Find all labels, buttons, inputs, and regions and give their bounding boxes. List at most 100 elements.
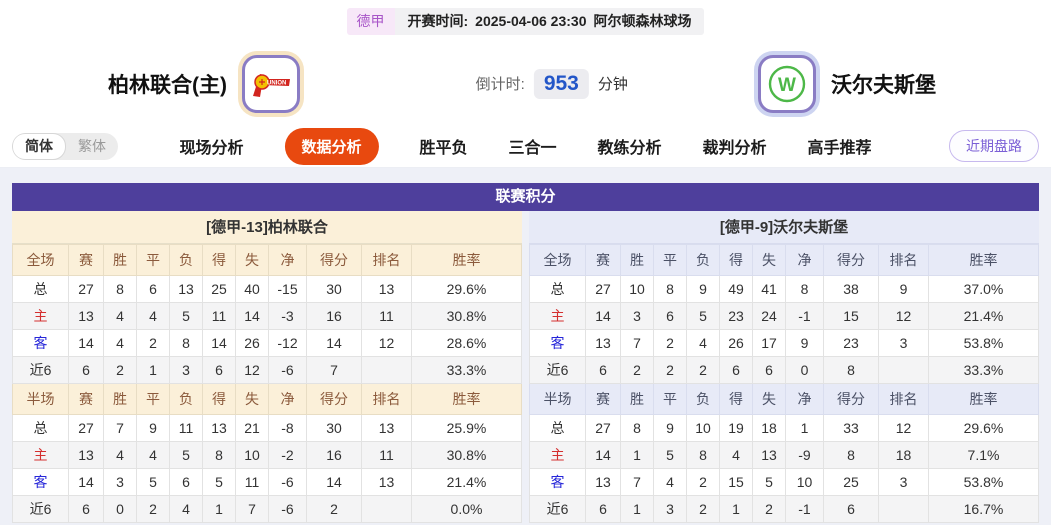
row-label: 总: [12, 275, 69, 303]
stat-cell: 1: [785, 414, 824, 442]
stat-cell: 2: [653, 329, 687, 357]
wolfsburg-logo-icon: W: [758, 54, 816, 113]
stat-cell: -6: [268, 495, 307, 523]
stat-cell: 5: [202, 468, 236, 496]
stat-cell: 0: [103, 495, 137, 523]
stat-cell: 6: [68, 495, 104, 523]
match-info-strip: 德甲 开赛时间: 2025-04-06 23:30 阿尔顿森林球场: [346, 7, 705, 35]
svg-text:UNION: UNION: [267, 80, 286, 86]
stats-row: 客 14 3 5 6 5 11 -6 14 13 21.4%: [12, 468, 522, 496]
stat-cell: -9: [785, 441, 824, 469]
stat-cell: 2: [686, 468, 720, 496]
stat-cell: 1: [620, 495, 654, 523]
stat-cell: 8: [169, 329, 203, 357]
stat-cell: 21.4%: [411, 468, 522, 496]
column-header: 赛: [585, 244, 621, 276]
row-label: 主: [529, 441, 586, 469]
column-header: 胜: [103, 244, 137, 276]
stat-cell: 27: [68, 414, 104, 442]
lang-simplified-option[interactable]: 简体: [12, 132, 66, 160]
column-header: 净: [785, 244, 824, 276]
column-header: 平: [653, 383, 687, 415]
stat-cell: 4: [719, 441, 753, 469]
countdown-value: 953: [533, 68, 589, 99]
stat-cell: 30.8%: [411, 302, 522, 330]
stat-cell: 30: [306, 275, 362, 303]
stat-cell: 14: [202, 329, 236, 357]
stats-row: 近6 6 2 2 2 6 6 0 8 33.3%: [529, 356, 1039, 384]
stat-cell: 14: [68, 329, 104, 357]
column-header: 赛: [68, 383, 104, 415]
lang-traditional-option[interactable]: 繁体: [78, 138, 106, 154]
stat-cell: 0.0%: [411, 495, 522, 523]
column-header: 排名: [361, 383, 412, 415]
stat-cell: 8: [686, 441, 720, 469]
stat-cell: 6: [719, 356, 753, 384]
column-header: 负: [686, 383, 720, 415]
stats-row: 总 27 8 9 10 19 18 1 33 12 29.6%: [529, 414, 1039, 442]
nav-tab[interactable]: 现场分析: [179, 134, 243, 158]
nav-tab[interactable]: 裁判分析: [703, 134, 767, 158]
stat-cell: 6: [585, 495, 621, 523]
stat-cell: 21: [235, 414, 269, 442]
stat-cell: 8: [620, 414, 654, 442]
row-label: 总: [529, 275, 586, 303]
column-header: 得: [202, 383, 236, 415]
stat-cell: -3: [268, 302, 307, 330]
column-header: 胜: [620, 383, 654, 415]
stats-row: 近6 6 2 1 3 6 12 -6 7 33.3%: [12, 356, 522, 384]
column-header: 排名: [878, 383, 929, 415]
stat-cell: 3: [103, 468, 137, 496]
league-badge[interactable]: 德甲: [346, 7, 395, 35]
stat-cell: -6: [268, 356, 307, 384]
stat-cell: 29.6%: [411, 275, 522, 303]
nav-tab[interactable]: 胜平负: [419, 134, 467, 158]
stat-cell: 4: [136, 302, 170, 330]
stat-cell: [878, 495, 929, 523]
stat-cell: 2: [620, 356, 654, 384]
stat-cell: 2: [752, 495, 786, 523]
row-label: 主: [12, 302, 69, 330]
home-panel-header: [德甲-13]柏林联合: [12, 211, 522, 244]
stat-cell: 13: [202, 414, 236, 442]
column-header: 平: [653, 244, 687, 276]
stat-cell: 12: [878, 302, 929, 330]
stat-cell: 2: [136, 329, 170, 357]
stat-cell: 2: [686, 495, 720, 523]
stat-cell: 10: [620, 275, 654, 303]
away-standings-panel: [德甲-9]沃尔夫斯堡 全场赛胜平负得失净得分 排名 胜率总 27 10 8 9 49 41 8 3…: [529, 211, 1039, 523]
stat-cell: 5: [653, 441, 687, 469]
stat-cell: 6: [752, 356, 786, 384]
stat-cell: 23: [719, 302, 753, 330]
recent-trends-button[interactable]: 近期盘路: [949, 130, 1039, 162]
column-header: 半场: [529, 383, 586, 415]
stat-cell: 14: [585, 302, 621, 330]
stat-cell: 5: [752, 468, 786, 496]
stat-cell: 2: [653, 356, 687, 384]
stat-cell: 9: [686, 275, 720, 303]
stat-cell: 30.8%: [411, 441, 522, 469]
nav-tab[interactable]: 三合一: [508, 134, 556, 158]
stat-cell: -2: [268, 441, 307, 469]
row-label: 总: [12, 414, 69, 442]
stat-cell: 7.1%: [928, 441, 1039, 469]
stat-cell: 5: [169, 441, 203, 469]
stat-cell: 1: [202, 495, 236, 523]
stat-cell: 3: [620, 302, 654, 330]
nav-tab[interactable]: 数据分析: [284, 127, 379, 165]
standings-tables: [德甲-13]柏林联合 全场赛胜平负得失净得分 排名 胜率总 27 8 6 13 25 40 -1…: [12, 211, 1039, 523]
stat-cell: 7: [620, 329, 654, 357]
stat-cell: 13: [361, 414, 412, 442]
stat-cell: 49: [719, 275, 753, 303]
column-header: 半场: [12, 383, 69, 415]
nav-tab[interactable]: 高手推荐: [808, 134, 872, 158]
nav-tab[interactable]: 教练分析: [598, 134, 662, 158]
stat-cell: 9: [136, 414, 170, 442]
column-header: 胜率: [411, 383, 522, 415]
stat-cell: 53.8%: [928, 468, 1039, 496]
stat-cell: 6: [823, 495, 879, 523]
stat-cell: 1: [620, 441, 654, 469]
column-header: 得分: [823, 383, 879, 415]
half-columns-row: 半场赛胜平负得失净得分 排名 胜率: [529, 383, 1039, 415]
row-label: 近6: [529, 356, 586, 384]
